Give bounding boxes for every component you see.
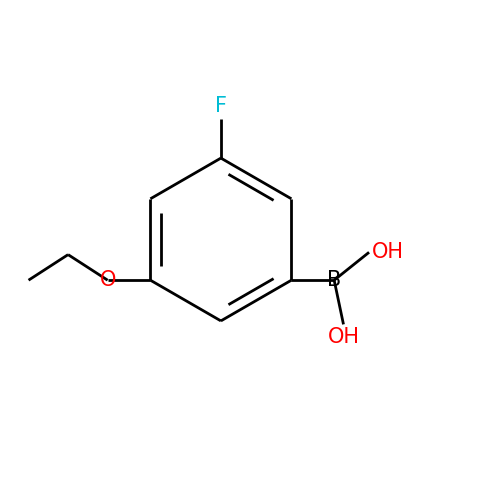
Text: O: O (100, 270, 116, 290)
Text: B: B (327, 270, 342, 290)
Text: OH: OH (371, 242, 403, 262)
Text: OH: OH (328, 327, 359, 347)
Text: F: F (215, 96, 227, 116)
